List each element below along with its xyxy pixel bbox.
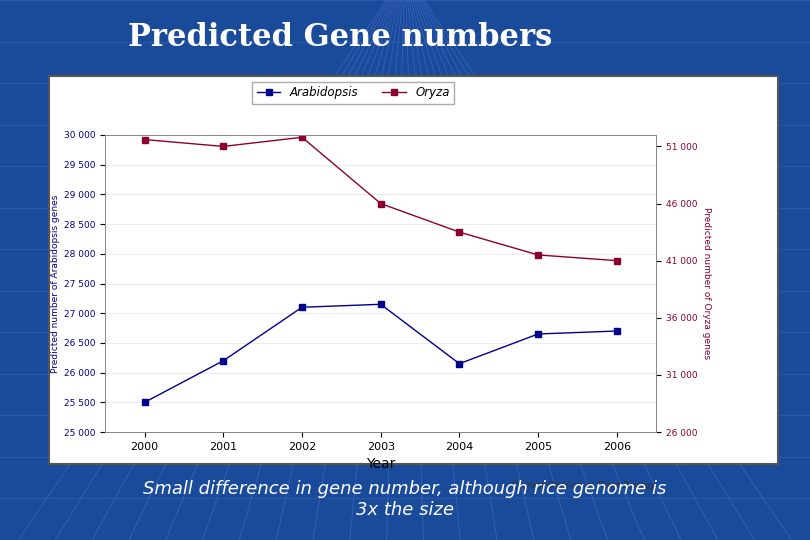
X-axis label: Year: Year [366,457,395,471]
Text: Small difference in gene number, although rice genome is
3x the size: Small difference in gene number, althoug… [143,480,667,519]
Y-axis label: Predicted number of Oryza genes: Predicted number of Oryza genes [702,207,711,360]
Y-axis label: Predicted number of Arabidopsis genes: Predicted number of Arabidopsis genes [51,194,60,373]
Text: Current Opinion in Plant Biology: Current Opinion in Plant Biology [511,481,656,490]
Legend: Arabidopsis, Oryza: Arabidopsis, Oryza [252,82,454,104]
Text: Predicted Gene numbers: Predicted Gene numbers [128,22,552,53]
